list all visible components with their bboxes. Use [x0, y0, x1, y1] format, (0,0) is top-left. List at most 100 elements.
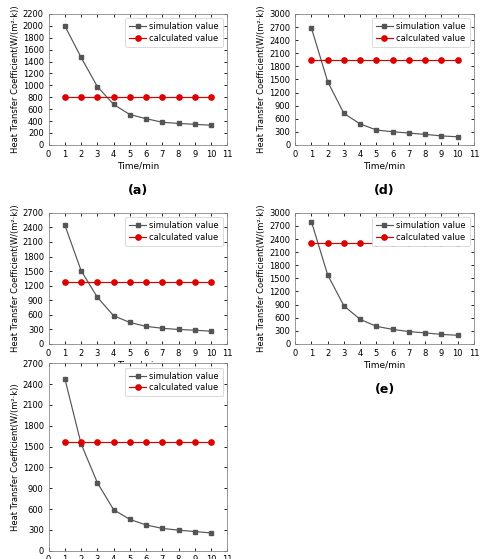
calculated value	[94, 94, 100, 101]
Text: (a): (a)	[128, 184, 148, 197]
calculated value	[94, 279, 100, 286]
simulation value	[62, 375, 68, 382]
Legend: simulation value, calculated value: simulation value, calculated value	[372, 217, 469, 246]
simulation value	[159, 119, 165, 126]
Line: calculated value: calculated value	[62, 280, 214, 285]
calculated value	[390, 239, 396, 246]
simulation value	[94, 83, 100, 90]
Line: calculated value: calculated value	[309, 57, 460, 63]
calculated value	[159, 94, 165, 101]
simulation value	[143, 323, 149, 330]
calculated value	[422, 56, 428, 63]
calculated value	[422, 239, 428, 246]
calculated value	[111, 438, 117, 445]
calculated value	[78, 94, 84, 101]
calculated value	[62, 438, 68, 445]
Y-axis label: Heat Transfer Coefficient(W/(m²·k)): Heat Transfer Coefficient(W/(m²·k))	[258, 205, 266, 352]
calculated value	[455, 239, 461, 246]
calculated value	[438, 56, 444, 63]
simulation value	[373, 323, 379, 330]
simulation value	[455, 134, 461, 140]
X-axis label: Time/min: Time/min	[117, 361, 159, 369]
simulation value	[341, 302, 347, 309]
simulation value	[159, 325, 165, 331]
calculated value	[325, 56, 330, 63]
calculated value	[309, 239, 314, 246]
simulation value	[357, 316, 363, 323]
calculated value	[455, 56, 461, 63]
Line: calculated value: calculated value	[62, 94, 214, 100]
calculated value	[406, 56, 412, 63]
Line: simulation value: simulation value	[63, 23, 213, 127]
simulation value	[422, 329, 428, 336]
simulation value	[175, 326, 181, 333]
calculated value	[341, 56, 347, 63]
calculated value	[208, 438, 214, 445]
simulation value	[94, 479, 100, 486]
simulation value	[455, 332, 461, 339]
simulation value	[390, 129, 396, 135]
simulation value	[192, 528, 198, 535]
simulation value	[127, 319, 133, 326]
simulation value	[111, 312, 117, 319]
simulation value	[438, 331, 444, 338]
Line: simulation value: simulation value	[63, 376, 213, 535]
simulation value	[175, 120, 181, 127]
calculated value	[373, 56, 379, 63]
simulation value	[62, 222, 68, 229]
Legend: simulation value, calculated value: simulation value, calculated value	[125, 217, 223, 246]
calculated value	[127, 279, 133, 286]
X-axis label: Time/min: Time/min	[364, 361, 406, 369]
calculated value	[143, 279, 149, 286]
simulation value	[127, 111, 133, 118]
calculated value	[208, 279, 214, 286]
simulation value	[175, 527, 181, 533]
calculated value	[373, 239, 379, 246]
simulation value	[309, 25, 314, 31]
Y-axis label: Heat Transfer Coefficient(W/(m²·k)): Heat Transfer Coefficient(W/(m²·k))	[11, 6, 20, 153]
calculated value	[62, 94, 68, 101]
simulation value	[143, 522, 149, 528]
calculated value	[325, 239, 330, 246]
Line: calculated value: calculated value	[309, 240, 460, 245]
simulation value	[438, 132, 444, 139]
simulation value	[208, 529, 214, 536]
calculated value	[438, 239, 444, 246]
Text: (e): (e)	[374, 383, 395, 396]
simulation value	[422, 131, 428, 138]
calculated value	[406, 239, 412, 246]
simulation value	[406, 130, 412, 136]
calculated value	[208, 94, 214, 101]
Line: simulation value: simulation value	[309, 220, 460, 338]
Y-axis label: Heat Transfer Coefficient(W/(m²·k)): Heat Transfer Coefficient(W/(m²·k))	[258, 6, 266, 153]
simulation value	[159, 525, 165, 532]
calculated value	[192, 438, 198, 445]
Text: (b): (b)	[128, 383, 148, 396]
calculated value	[192, 279, 198, 286]
calculated value	[390, 56, 396, 63]
simulation value	[78, 267, 84, 274]
simulation value	[341, 110, 347, 117]
calculated value	[175, 279, 181, 286]
simulation value	[325, 272, 330, 278]
simulation value	[208, 328, 214, 334]
calculated value	[192, 94, 198, 101]
calculated value	[78, 279, 84, 286]
simulation value	[111, 506, 117, 513]
Line: simulation value: simulation value	[63, 223, 213, 333]
Legend: simulation value, calculated value: simulation value, calculated value	[125, 18, 223, 47]
simulation value	[390, 326, 396, 333]
simulation value	[208, 122, 214, 129]
simulation value	[357, 121, 363, 127]
Legend: simulation value, calculated value: simulation value, calculated value	[125, 367, 223, 396]
calculated value	[341, 239, 347, 246]
calculated value	[111, 94, 117, 101]
simulation value	[143, 115, 149, 122]
simulation value	[127, 516, 133, 523]
calculated value	[127, 94, 133, 101]
calculated value	[78, 438, 84, 445]
Y-axis label: Heat Transfer Coefficient(W/(m²·k)): Heat Transfer Coefficient(W/(m²·k))	[11, 205, 20, 352]
calculated value	[94, 438, 100, 445]
calculated value	[143, 438, 149, 445]
calculated value	[62, 279, 68, 286]
